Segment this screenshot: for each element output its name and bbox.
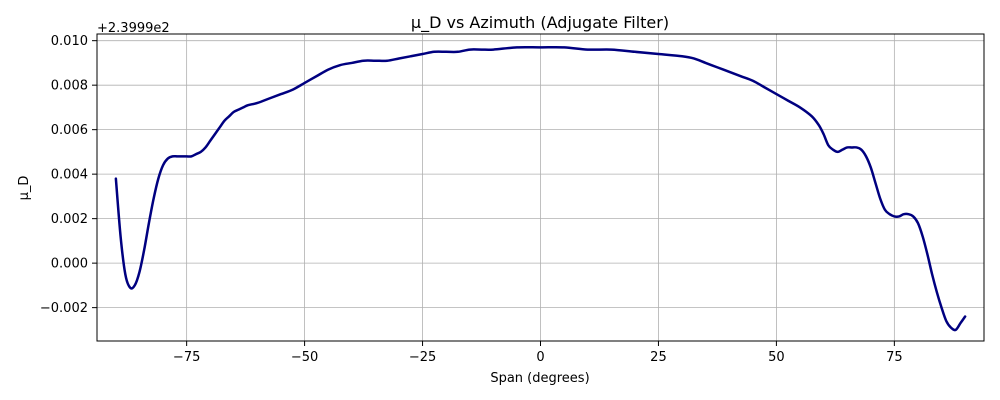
chart-title: μ_D vs Azimuth (Adjugate Filter) bbox=[411, 13, 669, 33]
grid-lines bbox=[97, 34, 984, 341]
x-axis-label: Span (degrees) bbox=[490, 371, 589, 386]
y-axis-ticks: −0.002 0.000 0.002 0.004 0.006 0.008 0.010 bbox=[40, 34, 97, 316]
y-tick-label: 0.004 bbox=[51, 168, 88, 183]
y-tick-label: 0.000 bbox=[51, 257, 88, 272]
x-tick-label: −25 bbox=[409, 350, 436, 365]
x-tick-label: 50 bbox=[768, 350, 785, 365]
y-tick-label: 0.002 bbox=[51, 212, 88, 227]
x-axis-ticks: −75 −50 −25 0 25 50 75 bbox=[173, 341, 903, 365]
x-tick-label: 0 bbox=[536, 350, 544, 365]
x-tick-label: −50 bbox=[291, 350, 318, 365]
x-tick-label: 25 bbox=[650, 350, 667, 365]
y-tick-label: −0.002 bbox=[40, 301, 88, 316]
y-offset-label: +2.3999e2 bbox=[97, 21, 170, 36]
y-tick-label: 0.006 bbox=[51, 123, 88, 138]
y-tick-label: 0.008 bbox=[51, 79, 88, 94]
plot-frame bbox=[96, 33, 985, 342]
y-tick-label: 0.010 bbox=[51, 34, 88, 49]
x-tick-label: −75 bbox=[173, 350, 200, 365]
x-tick-label: 75 bbox=[886, 350, 903, 365]
y-axis-label: μ_D bbox=[17, 176, 32, 201]
series-line bbox=[114, 45, 967, 332]
